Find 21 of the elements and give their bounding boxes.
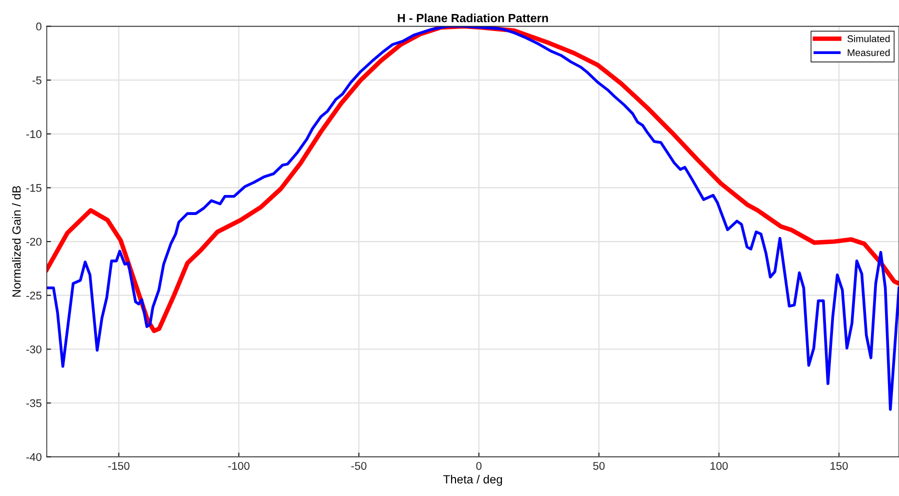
legend-label: Simulated [847, 35, 890, 42]
y-tick-label: -5 [32, 76, 42, 84]
chart-title: H - Plane Radiation Pattern [398, 14, 548, 22]
x-tick-label: 0 [476, 462, 482, 470]
y-tick-label: -30 [26, 345, 42, 354]
x-tick-label: -50 [351, 462, 366, 470]
x-tick-label: 50 [593, 462, 605, 470]
y-tick-label: -10 [26, 130, 42, 138]
y-axis-title: Normalized Gain / dB [12, 186, 21, 297]
y-tick-label: 0 [36, 22, 42, 30]
x-tick-label: -100 [228, 462, 250, 470]
y-tick-label: -25 [26, 292, 42, 300]
x-tick-label: 150 [830, 462, 848, 470]
x-axis-title: Theta / deg [443, 474, 502, 486]
y-tick-label: -15 [26, 184, 42, 192]
y-tick-label: -35 [26, 399, 42, 408]
x-tick-label: -150 [108, 462, 130, 470]
legend-label: Measured [848, 48, 890, 56]
x-tick-label: 100 [710, 462, 728, 470]
y-tick-label: -20 [26, 238, 42, 246]
y-tick-label: -40 [26, 453, 42, 461]
